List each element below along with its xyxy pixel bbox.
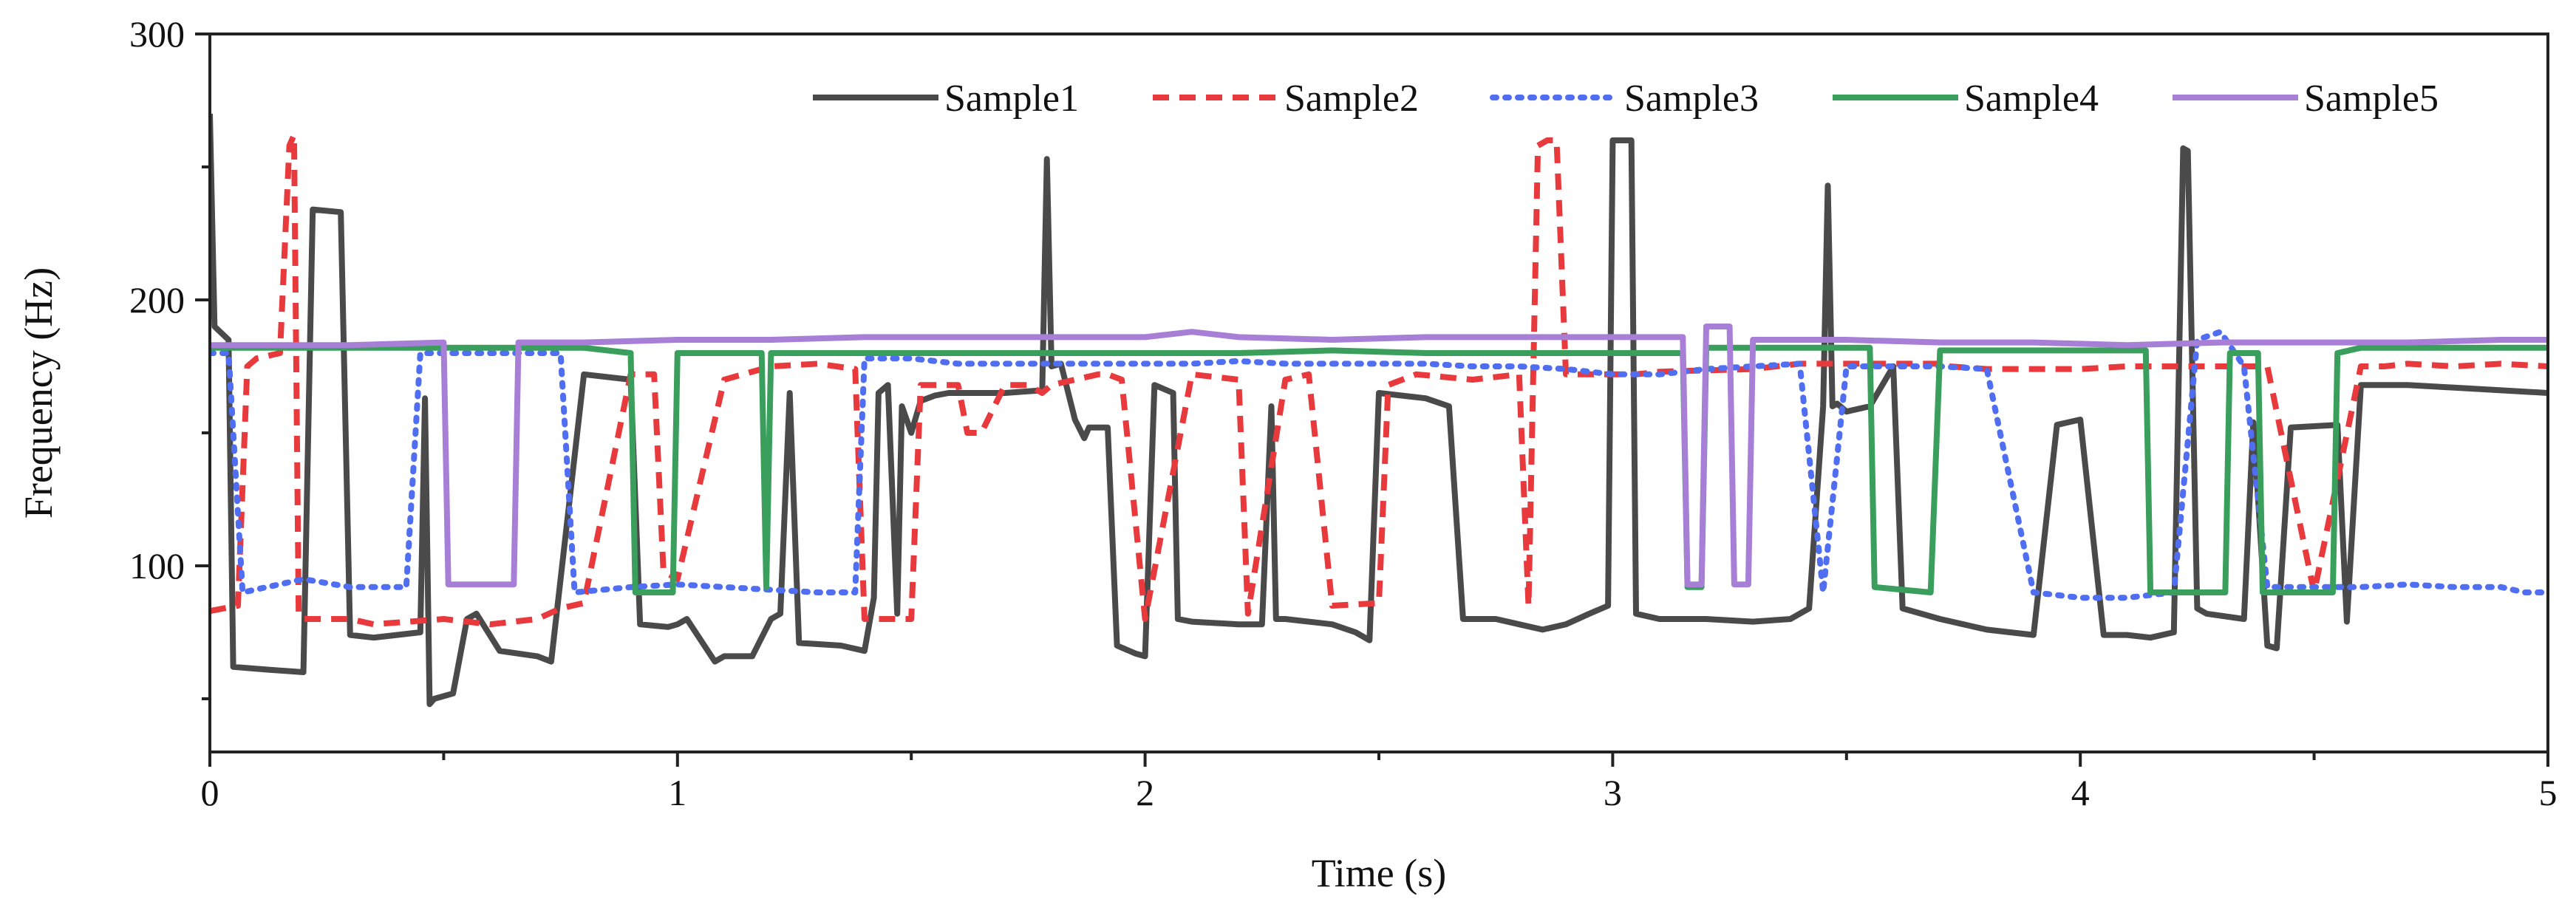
series-line-sample2 <box>210 131 2548 628</box>
y-tick-label: 300 <box>129 13 185 55</box>
legend: Sample1 Sample2 Sample3 Sample4 Sample5 <box>813 78 2439 120</box>
series-line-sample3 <box>210 329 2548 601</box>
series-layer <box>210 113 2548 708</box>
legend-label-sample3: Sample3 <box>1624 78 1759 120</box>
series-line-sample5 <box>210 324 2548 588</box>
x-tick-label: 0 <box>201 772 219 813</box>
x-tick-label: 1 <box>668 772 686 813</box>
y-tick-label: 100 <box>129 545 185 587</box>
y-tick-label: 200 <box>129 279 185 321</box>
x-tick-label: 2 <box>1136 772 1154 813</box>
legend-label-sample4: Sample4 <box>1964 78 2099 120</box>
y-axis-title: Frequency (Hz) <box>16 267 61 519</box>
x-axis-title: Time (s) <box>1312 851 1447 895</box>
x-tick-label: 3 <box>1604 772 1622 813</box>
ticks-layer: 0 1 2 3 4 5 100 200 300 <box>129 13 2558 813</box>
series-line-sample1 <box>210 113 2548 708</box>
legend-label-sample2: Sample2 <box>1284 78 1419 120</box>
x-tick-label: 4 <box>2071 772 2090 813</box>
legend-label-sample1: Sample1 <box>944 78 1079 120</box>
x-tick-label: 5 <box>2539 772 2558 813</box>
legend-label-sample5: Sample5 <box>2304 78 2439 120</box>
